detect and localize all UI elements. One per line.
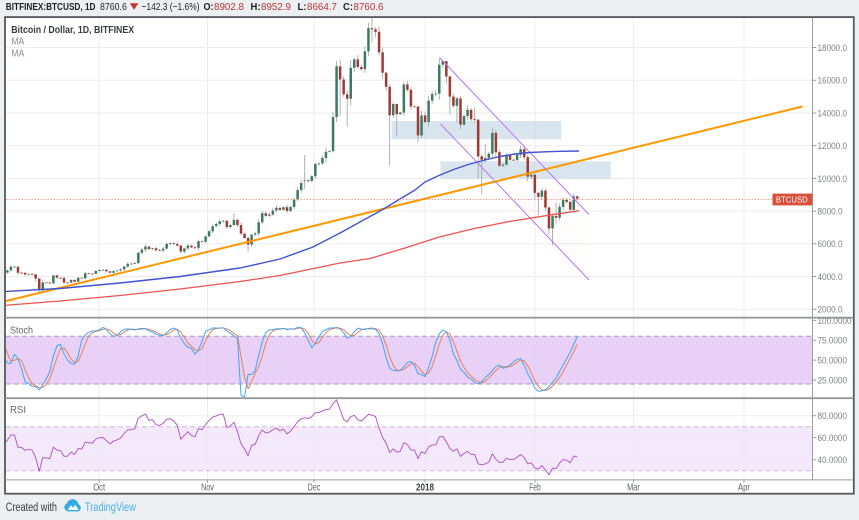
- svg-text:8952.9: 8952.9: [261, 1, 291, 13]
- svg-text:8760.6: 8760.6: [354, 1, 384, 13]
- svg-text:MA: MA: [11, 35, 24, 47]
- svg-text:Feb: Feb: [529, 483, 541, 494]
- svg-text:Mar: Mar: [627, 483, 640, 494]
- svg-text:8664.7: 8664.7: [307, 1, 337, 13]
- svg-text:Oct: Oct: [93, 483, 105, 494]
- svg-text:2018: 2018: [416, 483, 434, 494]
- svg-text:C:: C:: [343, 1, 353, 13]
- svg-text:60.0000: 60.0000: [818, 433, 848, 444]
- svg-text:12000.0: 12000.0: [818, 141, 848, 152]
- svg-text:L:: L:: [298, 1, 307, 13]
- svg-text:RSI: RSI: [10, 405, 26, 416]
- svg-text:Apr: Apr: [738, 483, 750, 494]
- svg-text:80.0000: 80.0000: [818, 411, 848, 422]
- svg-text:8902.8: 8902.8: [214, 1, 244, 13]
- svg-text:40.0000: 40.0000: [818, 455, 848, 466]
- svg-text:10000.0: 10000.0: [818, 174, 848, 185]
- svg-text:−142.3 (−1.6%): −142.3 (−1.6%): [142, 1, 200, 13]
- svg-text:Nov: Nov: [201, 483, 214, 494]
- svg-text:75.0000: 75.0000: [818, 336, 848, 347]
- svg-text:Dec: Dec: [308, 483, 320, 494]
- svg-text:BTCUSD: BTCUSD: [776, 195, 808, 204]
- svg-text:14000.0: 14000.0: [818, 108, 848, 119]
- svg-text:Stoch: Stoch: [10, 326, 33, 337]
- svg-text:16000.0: 16000.0: [818, 76, 848, 87]
- svg-text:8760.6: 8760.6: [100, 1, 127, 13]
- svg-text:100.0000: 100.0000: [818, 316, 852, 327]
- svg-text:MA: MA: [11, 47, 24, 59]
- svg-text:TradingView: TradingView: [85, 502, 137, 514]
- svg-text:BITFINEX:BTCUSD, 1D: BITFINEX:BTCUSD, 1D: [6, 1, 96, 13]
- svg-text:50.0000: 50.0000: [818, 356, 848, 367]
- svg-text:18000.0: 18000.0: [818, 43, 848, 54]
- svg-text:Created with: Created with: [6, 502, 57, 514]
- svg-text:6000.0: 6000.0: [818, 239, 843, 250]
- svg-text:4000.0: 4000.0: [818, 272, 843, 283]
- svg-text:H:: H:: [251, 1, 261, 13]
- svg-text:Bitcoin / Dollar, 1D, BITFINEX: Bitcoin / Dollar, 1D, BITFINEX: [11, 24, 134, 36]
- svg-text:2000.0: 2000.0: [818, 305, 843, 316]
- svg-text:O:: O:: [204, 1, 214, 13]
- svg-text:8000.0: 8000.0: [818, 206, 843, 217]
- svg-text:25.0000: 25.0000: [818, 375, 848, 386]
